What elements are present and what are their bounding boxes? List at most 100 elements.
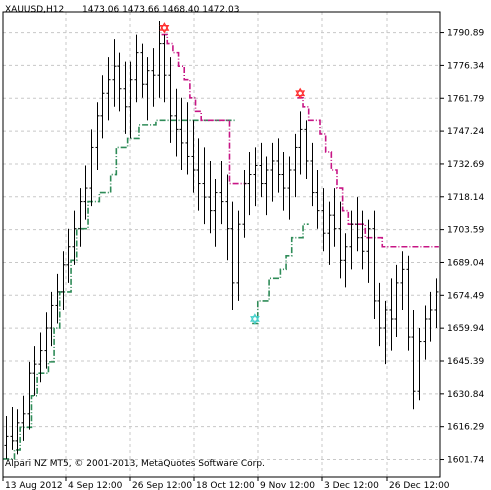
ohlc-bar: [61, 251, 66, 310]
ohlc-bar: [44, 312, 49, 369]
ohlc-bar: [15, 409, 20, 455]
y-tick-label: 1645.39: [447, 357, 484, 367]
ohlc-bar: [140, 43, 145, 98]
ohlc-bar: [230, 201, 235, 310]
ohlc-readout: 1473.06 1473.66 1468.40 1472.03: [82, 5, 239, 15]
ohlc-bar: [191, 120, 196, 193]
y-tick-label: 1790.89: [447, 29, 484, 39]
ohlc-bar: [287, 156, 292, 220]
ohlc-bar: [372, 210, 377, 319]
ohlc-bar: [383, 300, 388, 365]
y-tick-label: 1630.84: [447, 390, 484, 400]
ohlc-bar: [83, 165, 88, 220]
ohlc-bar: [162, 34, 167, 103]
ohlc-bar: [406, 255, 411, 351]
ohlc-bar: [281, 151, 286, 211]
x-tick-label: 26 Dec 12:00: [389, 481, 450, 490]
y-tick-label: 1761.79: [447, 94, 484, 104]
ohlc-bar: [394, 264, 399, 338]
ohlc-bar: [304, 120, 309, 180]
ohlc-bar: [247, 151, 252, 216]
ohlc-bar: [112, 39, 117, 107]
price-bars: [4, 21, 439, 459]
y-tick-label: 1601.74: [447, 456, 484, 466]
ohlc-bar: [66, 228, 71, 283]
ohlc-bar: [157, 21, 162, 98]
ohlc-bar: [27, 361, 32, 430]
ohlc-bar: [276, 138, 281, 193]
ohlc-bar: [417, 328, 422, 401]
y-tick-label: 1616.29: [447, 423, 484, 433]
y-tick-label: 1703.59: [447, 226, 484, 236]
ohlc-bar: [293, 133, 298, 198]
symbol-timeframe-label: XAUUSD,H12: [5, 5, 64, 15]
ohlc-bar: [100, 75, 105, 139]
ohlc-bar: [434, 278, 439, 329]
ohlc-bar: [423, 305, 428, 360]
ohlc-bar: [343, 233, 348, 288]
x-tick-label: 26 Sep 12:00: [132, 481, 192, 490]
ohlc-bar: [49, 291, 54, 347]
support-signal-icon: [250, 313, 260, 325]
ohlc-bar: [38, 332, 43, 383]
ohlc-bar: [219, 160, 224, 225]
ohlc-bar: [366, 219, 371, 283]
y-tick-label: 1689.04: [447, 258, 484, 268]
ohlc-bar: [264, 156, 269, 216]
resistance-signal-icon: [295, 87, 306, 100]
ohlc-bar: [338, 201, 343, 279]
ohlc-bar: [128, 61, 133, 139]
ohlc-bar: [145, 57, 150, 121]
ohlc-bar: [55, 273, 60, 324]
ohlc-bar: [95, 102, 100, 171]
ohlc-bar: [389, 278, 394, 351]
ohlc-bar: [174, 88, 179, 157]
plot-frame: [2, 11, 441, 478]
ohlc-bar: [123, 61, 128, 134]
time-axis: 13 Aug 2012 4 Sep 12:00 26 Sep 12:00 18 Oct…: [2, 477, 450, 490]
ohlc-bar: [10, 407, 15, 450]
ohlc-bar: [106, 57, 111, 121]
ohlc-bar: [72, 210, 77, 265]
ohlc-bar: [327, 201, 332, 265]
ohlc-bar: [321, 188, 326, 252]
ohlc-bar: [78, 188, 83, 247]
ohlc-bar: [225, 174, 230, 261]
ohlc-bar: [4, 416, 9, 459]
ohlc-bar: [236, 210, 241, 301]
ohlc-bar: [151, 48, 156, 107]
y-tick-label: 1659.94: [447, 324, 484, 334]
ohlc-bar: [213, 179, 218, 247]
ohlc-bar: [32, 346, 37, 396]
signal-markers: [159, 22, 306, 325]
x-tick-label: 4 Sep 12:00: [68, 481, 123, 490]
ohlc-bar: [242, 170, 247, 238]
ohlc-bar: [196, 138, 201, 211]
ohlc-bar: [89, 129, 94, 207]
ohlc-bar: [185, 102, 190, 175]
ohlc-bar: [208, 160, 213, 234]
x-tick-label: 18 Oct 12:00: [196, 481, 255, 490]
ohlc-bar: [315, 170, 320, 229]
y-tick-label: 1747.24: [447, 127, 484, 137]
y-tick-label: 1718.14: [447, 193, 484, 203]
ohlc-bar: [428, 291, 433, 342]
price-axis: 1790.89 1776.34 1761.79 1747.24 1732.69 1718.…: [440, 29, 484, 466]
ohlc-bar: [360, 210, 365, 270]
ohlc-bar: [349, 210, 354, 270]
ohlc-bar: [253, 147, 258, 207]
ohlc-bar: [270, 142, 275, 202]
ohlc-bar: [298, 111, 303, 175]
ohlc-bar: [411, 309, 416, 410]
ohlc-bar: [259, 142, 264, 198]
y-tick-label: 1674.49: [447, 291, 484, 301]
x-tick-label: 9 Nov 12:00: [260, 481, 315, 490]
support-line: [3, 119, 309, 460]
ohlc-bar: [179, 97, 184, 171]
ohlc-bar: [310, 142, 315, 207]
ohlc-bar: [377, 282, 382, 347]
ohlc-bar: [134, 34, 139, 103]
ohlc-bar: [117, 52, 122, 112]
